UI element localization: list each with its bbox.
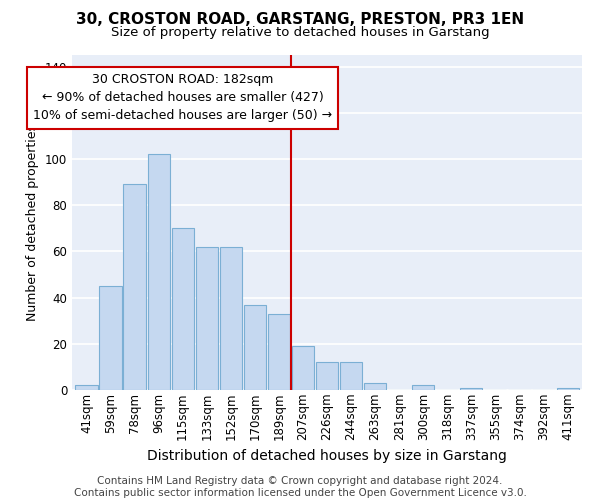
- Bar: [244, 304, 266, 390]
- Bar: [557, 388, 578, 390]
- Y-axis label: Number of detached properties: Number of detached properties: [26, 124, 39, 321]
- Bar: [220, 247, 242, 390]
- Bar: [124, 184, 146, 390]
- Bar: [196, 247, 218, 390]
- Bar: [412, 386, 434, 390]
- Bar: [76, 386, 98, 390]
- Bar: [292, 346, 314, 390]
- Bar: [316, 362, 338, 390]
- Bar: [364, 383, 386, 390]
- Bar: [172, 228, 194, 390]
- Text: 30 CROSTON ROAD: 182sqm
← 90% of detached houses are smaller (427)
10% of semi-d: 30 CROSTON ROAD: 182sqm ← 90% of detache…: [33, 74, 332, 122]
- Text: Contains HM Land Registry data © Crown copyright and database right 2024.
Contai: Contains HM Land Registry data © Crown c…: [74, 476, 526, 498]
- Text: Size of property relative to detached houses in Garstang: Size of property relative to detached ho…: [110, 26, 490, 39]
- Text: 30, CROSTON ROAD, GARSTANG, PRESTON, PR3 1EN: 30, CROSTON ROAD, GARSTANG, PRESTON, PR3…: [76, 12, 524, 28]
- Bar: [148, 154, 170, 390]
- Bar: [268, 314, 290, 390]
- X-axis label: Distribution of detached houses by size in Garstang: Distribution of detached houses by size …: [147, 448, 507, 462]
- Bar: [100, 286, 122, 390]
- Bar: [340, 362, 362, 390]
- Bar: [460, 388, 482, 390]
